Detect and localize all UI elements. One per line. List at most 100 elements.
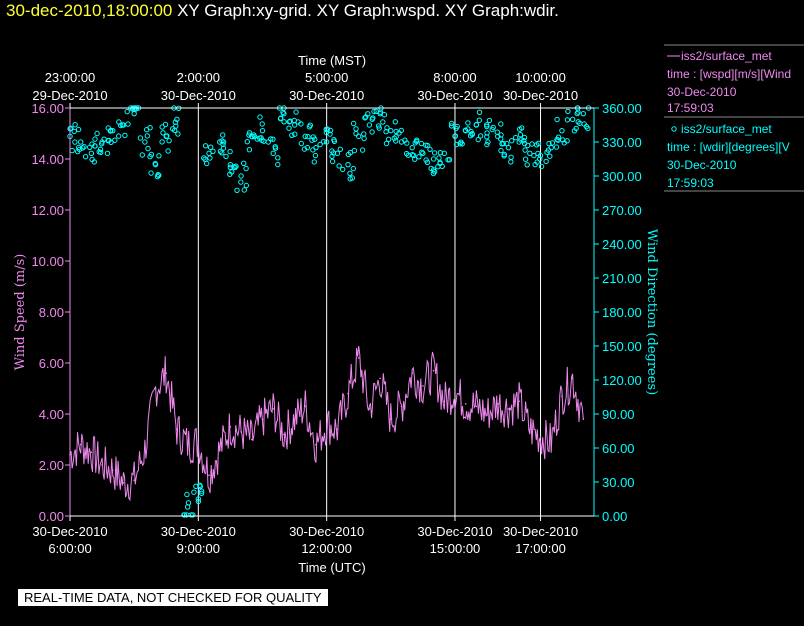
wind-direction-point-texture bbox=[428, 165, 434, 172]
wind-direction-point bbox=[313, 144, 319, 151]
wind-direction-point-texture bbox=[246, 130, 253, 136]
wind-direction-point-texture bbox=[347, 170, 353, 177]
wind-direction-point-texture bbox=[277, 115, 284, 122]
wind-direction-point bbox=[302, 133, 308, 140]
wind-direction-point-texture bbox=[473, 121, 480, 128]
wind-direction-point-texture bbox=[504, 140, 510, 147]
wind-direction-point-texture bbox=[227, 148, 233, 155]
wind-direction-point-texture bbox=[546, 140, 552, 147]
wind-direction-point-texture bbox=[293, 109, 299, 115]
wind-direction-point bbox=[569, 116, 576, 123]
wind-direction-point-texture bbox=[198, 488, 205, 494]
wind-direction-point-texture bbox=[321, 139, 327, 145]
wind-direction-point-texture bbox=[494, 129, 500, 135]
wind-speed-point bbox=[400, 405, 403, 408]
wind-direction-point-texture bbox=[105, 137, 111, 144]
wind-direction-point-texture bbox=[156, 172, 162, 179]
wind-direction-point bbox=[77, 139, 84, 145]
wind-speed-point bbox=[197, 441, 200, 443]
wind-direction-point bbox=[409, 144, 415, 151]
wind-speed-point bbox=[411, 372, 414, 375]
wind-direction-point-texture bbox=[532, 161, 538, 168]
wind-direction-point-texture bbox=[306, 124, 313, 130]
wind-speed-point bbox=[582, 418, 585, 420]
wind-direction-point-texture bbox=[92, 143, 98, 149]
wind-direction-point-texture bbox=[170, 126, 176, 132]
wind-speed-point bbox=[571, 377, 574, 380]
wind-direction-point-texture bbox=[581, 121, 587, 127]
wind-direction-point-texture bbox=[385, 136, 392, 143]
wind-direction-point-texture bbox=[220, 145, 227, 151]
wind-direction-point bbox=[356, 133, 362, 140]
y2-tick-label: 30.00 bbox=[602, 475, 635, 490]
wind-speed-point bbox=[79, 443, 82, 446]
wind-direction-point-texture bbox=[427, 146, 433, 153]
y2-tick-label: 180.00 bbox=[602, 305, 642, 320]
wind-direction-point bbox=[238, 173, 244, 179]
wind-direction-point-texture bbox=[289, 132, 295, 139]
wind-speed-point bbox=[390, 418, 392, 420]
wind-direction-point-texture bbox=[419, 149, 425, 155]
right-axis-title: Wind Direction (degrees) bbox=[644, 229, 659, 395]
wind-direction-point-texture bbox=[304, 144, 311, 151]
y-tick-label: 0.00 bbox=[39, 509, 64, 524]
top-axis-title: Time (MST) bbox=[298, 53, 366, 68]
wind-speed-series bbox=[69, 346, 585, 502]
wind-direction-point-texture bbox=[148, 151, 155, 158]
wind-direction-point-texture bbox=[219, 138, 225, 144]
wind-direction-point-texture bbox=[393, 128, 399, 135]
wind-direction-point-texture bbox=[241, 160, 247, 167]
wind-direction-point-texture bbox=[454, 123, 460, 130]
wind-direction-point-texture bbox=[459, 141, 465, 147]
axes bbox=[65, 103, 599, 521]
wind-speed-point bbox=[336, 428, 339, 431]
x-tick-time-label: 9:00:00 bbox=[177, 541, 220, 556]
wind-direction-point-texture bbox=[484, 134, 490, 140]
wind-speed-point bbox=[240, 431, 242, 433]
wind-speed-point bbox=[539, 436, 542, 438]
wind-direction-point-texture bbox=[549, 140, 556, 146]
wind-direction-point-texture bbox=[265, 139, 271, 145]
y2-tick-label: 90.00 bbox=[602, 407, 635, 422]
wind-direction-point bbox=[227, 161, 234, 168]
legend: iss2/surface_met time : [wspd][m/s][Wind… bbox=[664, 44, 804, 192]
wind-speed-point bbox=[464, 403, 467, 405]
wind-direction-point-texture bbox=[574, 110, 580, 117]
wind-direction-point-texture bbox=[184, 512, 190, 518]
wind-direction-point-texture bbox=[118, 122, 124, 129]
wind-direction-point-texture bbox=[529, 141, 535, 147]
wind-direction-point-texture bbox=[323, 126, 329, 133]
y-tick-label: 6.00 bbox=[39, 356, 64, 371]
wind-speed-point bbox=[304, 405, 307, 408]
wind-direction-point-texture bbox=[509, 138, 515, 144]
x2-tick-time-label: 2:00:00 bbox=[177, 70, 220, 85]
y2-tick-label: 330.00 bbox=[602, 135, 642, 150]
wind-direction-point-texture bbox=[555, 137, 561, 143]
wind-direction-point-texture bbox=[465, 120, 471, 126]
wind-direction-point-texture bbox=[310, 134, 316, 140]
wind-direction-point-texture bbox=[384, 125, 390, 131]
y2-tick-label: 210.00 bbox=[602, 271, 642, 286]
wind-direction-point-texture bbox=[547, 153, 553, 159]
wind-direction-point-texture bbox=[412, 156, 418, 162]
wind-direction-point-texture bbox=[398, 127, 404, 134]
wind-direction-point-texture bbox=[69, 147, 75, 154]
wind-direction-point-texture bbox=[519, 125, 525, 131]
wind-direction-point-texture bbox=[305, 133, 311, 140]
wind-direction-series bbox=[67, 105, 592, 518]
wind-direction-point-texture bbox=[286, 125, 292, 131]
wind-direction-point bbox=[270, 150, 276, 157]
wind-direction-point-texture bbox=[198, 490, 205, 496]
wind-direction-point bbox=[420, 150, 426, 157]
x-tick-date-label: 30-Dec-2010 bbox=[32, 524, 107, 539]
wind-direction-point-texture bbox=[484, 123, 490, 130]
x-tick-time-label: 15:00:00 bbox=[430, 541, 481, 556]
wind-speed-point bbox=[422, 385, 424, 387]
x-tick-date-label: 30-Dec-2010 bbox=[161, 524, 236, 539]
wind-direction-point-texture bbox=[301, 146, 308, 152]
wind-direction-point-texture bbox=[172, 119, 179, 125]
wind-direction-point-texture bbox=[498, 121, 504, 127]
wind-direction-point bbox=[580, 110, 587, 117]
wind-speed-point bbox=[325, 423, 328, 426]
wind-direction-point-texture bbox=[275, 155, 281, 161]
